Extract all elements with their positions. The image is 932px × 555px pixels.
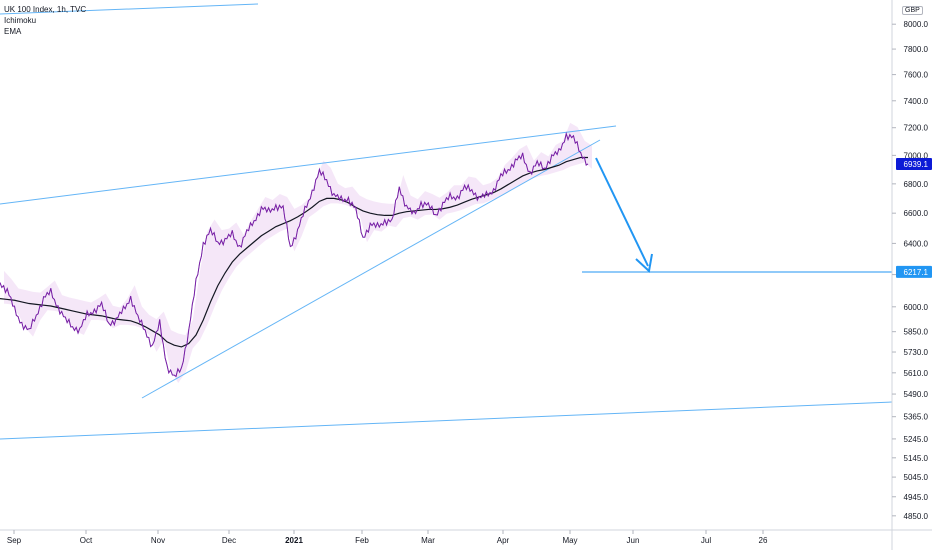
chart-legend: UK 100 Index, 1h, TVC Ichimoku EMA [4, 4, 86, 37]
y-tick-label: 7400.0 [904, 97, 929, 106]
long-term-support-line [0, 401, 893, 440]
y-tick-label: 5045.0 [904, 473, 929, 482]
price-line [0, 131, 589, 378]
x-tick-label: 2021 [285, 536, 303, 545]
y-tick-label: 7000.0 [904, 151, 929, 160]
projection-arrow-head [635, 253, 653, 273]
y-tick-label: 5730.0 [904, 348, 929, 357]
target-price-badge [896, 265, 932, 278]
x-tick-label: Dec [222, 536, 236, 545]
wedge-lower-trendline [141, 139, 601, 399]
y-tick-label: 5245.0 [904, 435, 929, 444]
y-tick-label: 6000.0 [904, 303, 929, 312]
x-tick-label: Nov [151, 536, 165, 545]
y-tick-label: 7200.0 [904, 124, 929, 133]
y-tick-label: 7800.0 [904, 45, 929, 54]
x-tick-label: Jul [701, 536, 711, 545]
x-tick-label: Apr [497, 536, 510, 545]
x-tick-label: Mar [421, 536, 435, 545]
y-tick-label: 6400.0 [904, 239, 929, 248]
x-tick-label: Jun [627, 536, 640, 545]
ichimoku-cloud [4, 122, 592, 384]
y-tick-label: 5490.0 [904, 390, 929, 399]
x-tick-label: Oct [80, 536, 93, 545]
y-tick-label: 8000.0 [904, 20, 929, 29]
wedge-upper-trendline [0, 125, 617, 205]
price-axis[interactable]: 8000.0 7800.0 7600.0 7400.0 7200.0 7000.0 6800… [892, 20, 929, 521]
projection-arrow [595, 157, 649, 267]
target-price-label: 6217.1 [904, 268, 929, 277]
time-axis[interactable]: Sep Oct Nov Dec 2021 Feb Mar Apr May Jun Jul 26 [7, 530, 768, 545]
y-tick-label: 6800.0 [904, 180, 929, 189]
y-tick-label: 4945.0 [904, 493, 929, 502]
trendline-top-left [0, 3, 259, 15]
y-tick-label: 5850.0 [904, 328, 929, 337]
x-tick-label: May [562, 536, 577, 545]
last-price-label: 6939.1 [904, 160, 929, 169]
y-tick-label: 5365.0 [904, 413, 929, 422]
indicator-ema-label[interactable]: EMA [4, 27, 22, 36]
y-tick-label: 4850.0 [904, 512, 929, 521]
indicator-ichimoku-label[interactable]: Ichimoku [4, 16, 37, 25]
x-tick-label: Sep [7, 536, 22, 545]
ema-line [0, 156, 588, 348]
y-tick-label: 5145.0 [904, 454, 929, 463]
x-tick-label: 26 [759, 536, 768, 545]
last-price-badge [896, 157, 932, 170]
x-tick-label: Feb [355, 536, 369, 545]
y-tick-label: 5610.0 [904, 369, 929, 378]
y-tick-label: 6600.0 [904, 209, 929, 218]
y-tick-label: 7600.0 [904, 71, 929, 80]
currency-label[interactable]: GBP [902, 6, 923, 15]
symbol-title[interactable]: UK 100 Index, 1h, TVC [4, 5, 87, 14]
